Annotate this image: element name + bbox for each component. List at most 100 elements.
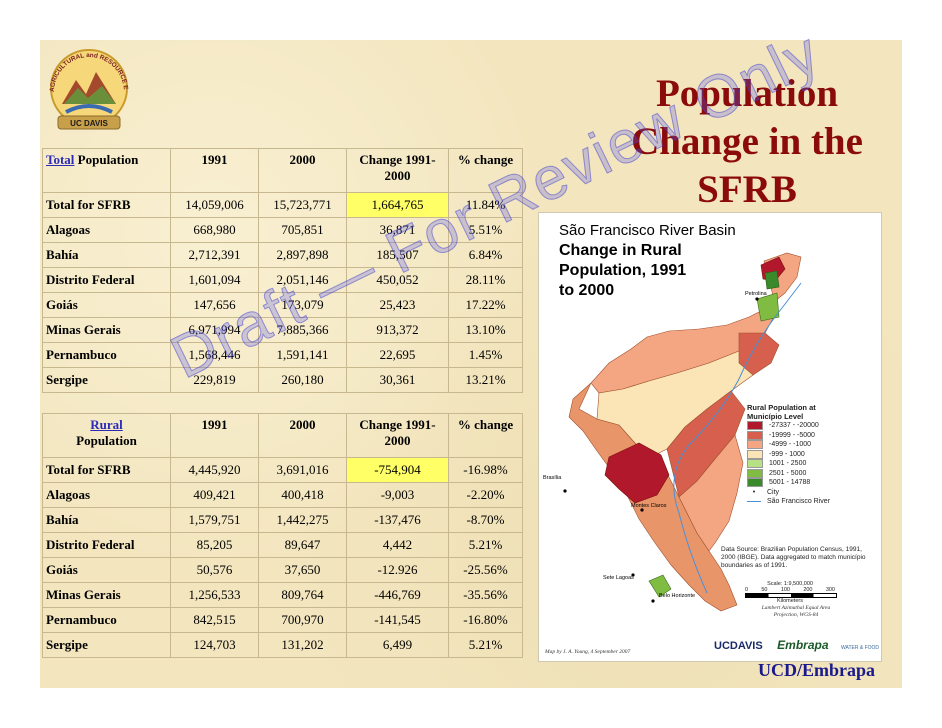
cell-2000: 809,764 — [258, 582, 347, 608]
col-header: 1991 — [170, 148, 259, 193]
cell-pct-change: 1.45% — [448, 342, 523, 368]
row-label: Bahía — [42, 507, 171, 533]
row-label: Total for SFRB — [42, 457, 171, 483]
legend-item: -999 - 1000 — [747, 449, 837, 460]
col-header: Change 1991-2000 — [346, 148, 449, 193]
row-label: Pernambuco — [42, 607, 171, 633]
legend-label: São Francisco River — [767, 498, 831, 506]
legend-item: -4999 - -1000 — [747, 440, 837, 450]
ucdavis-logo: UCDAVIS — [714, 640, 763, 652]
cell-pct-change: -16.80% — [448, 607, 523, 633]
basin-region-ne-green2 — [764, 270, 780, 290]
rural-population-map: São Francisco River Basin Change in Rura… — [538, 212, 882, 662]
table-row: Alagoas 668,980 705,851 36,871 5.51% — [42, 217, 523, 243]
row-label: Minas Gerais — [42, 317, 171, 343]
legend-label: 1001 - 2500 — [769, 460, 807, 468]
scale-tick: 0 — [745, 587, 749, 593]
row-label: Alagoas — [42, 217, 171, 243]
legend-swatch — [747, 459, 763, 469]
scale-tick: 100 — [780, 587, 790, 593]
row-label: Bahía — [42, 242, 171, 268]
city-label-sete-lagoas: Sete Lagoas — [603, 575, 634, 581]
city-label-petrolina: Petrolina — [745, 291, 767, 297]
cell-change: 450,052 — [346, 267, 449, 293]
cell-1991: 6,971,994 — [170, 317, 259, 343]
cell-pct-change: 6.84% — [448, 242, 523, 268]
legend-river-row: São Francisco River — [747, 497, 837, 507]
cell-1991: 14,059,006 — [170, 192, 259, 218]
row-label: Goiás — [42, 557, 171, 583]
cell-2000: 1,591,141 — [258, 342, 347, 368]
cell-change: 22,695 — [346, 342, 449, 368]
cell-change: 185,507 — [346, 242, 449, 268]
map-title-line: São Francisco River Basin — [559, 222, 736, 239]
rural-population-table: Rural Population 1991 2000 Change 1991-20… — [42, 413, 523, 658]
cell-pct-change: 28.11% — [448, 267, 523, 293]
slide-title: Population Change in the SFRB — [631, 72, 863, 211]
header-word-population: Population — [76, 433, 137, 448]
cell-change: 36,871 — [346, 217, 449, 243]
cell-pct-change: -8.70% — [448, 507, 523, 533]
cell-2000: 2,897,898 — [258, 242, 347, 268]
cell-change: 4,442 — [346, 532, 449, 558]
legend-label: City — [767, 488, 780, 496]
header-word-total: Total — [46, 152, 75, 167]
scale-ticks: 0 50 100 200 300 — [745, 587, 835, 593]
header-word-population: Population — [77, 152, 139, 167]
col-header: Change 1991-2000 — [346, 413, 449, 458]
footer-logos: UCDAVIS Embrapa WATER & FOOD — [714, 636, 879, 654]
legend-label: -27337 - -20000 — [769, 422, 819, 430]
cell-change: -137,476 — [346, 507, 449, 533]
cell-2000: 15,723,771 — [258, 192, 347, 218]
cell-change: -141,545 — [346, 607, 449, 633]
row-label: Alagoas — [42, 482, 171, 508]
scale-label: Scale: 1:9,500,000 — [767, 581, 813, 587]
row-label: Total for SFRB — [42, 192, 171, 218]
scale-tick: 50 — [761, 587, 768, 593]
cell-1991: 842,515 — [170, 607, 259, 633]
cell-pct-change: -25.56% — [448, 557, 523, 583]
table-row: Alagoas 409,421 400,418 -9,003 -2.20% — [42, 482, 523, 508]
cell-1991: 1,256,533 — [170, 582, 259, 608]
cell-1991: 1,601,094 — [170, 267, 259, 293]
legend-label: -4999 - -1000 — [769, 441, 812, 449]
legend-swatch — [747, 440, 763, 450]
city-label-brasilia: Brasília — [543, 475, 562, 481]
cell-change: 6,499 — [346, 632, 449, 658]
credit-footer: UCD/Embrapa — [758, 660, 876, 680]
cell-2000: 3,691,016 — [258, 457, 347, 483]
city-label-montes-claros: Montes Claros — [631, 503, 667, 509]
legend-item: 5001 - 14788 — [747, 478, 837, 488]
city-dot-icon: • — [752, 488, 756, 496]
cell-pct-change: 17.22% — [448, 292, 523, 318]
map-data-source: Data Source: Brazilian Population Census… — [721, 546, 866, 569]
cell-change: -12.926 — [346, 557, 449, 583]
cell-pct-change: 5.51% — [448, 217, 523, 243]
cell-pct-change: -16.98% — [448, 457, 523, 483]
cell-1991: 1,568,446 — [170, 342, 259, 368]
cell-2000: 400,418 — [258, 482, 347, 508]
cell-2000: 89,647 — [258, 532, 347, 558]
table-row: Total for SFRB 14,059,006 15,723,771 1,664,… — [42, 192, 523, 218]
cell-2000: 700,970 — [258, 607, 347, 633]
logo-ucdavis: UC DAVIS — [70, 119, 108, 128]
river-line-icon — [747, 501, 761, 503]
table-row: Minas Gerais 6,971,994 7,885,366 913,372 13.… — [42, 317, 523, 343]
cell-change: -754,904 — [346, 457, 449, 483]
map-title-line: to 2000 — [559, 282, 615, 299]
scale-tick: 200 — [803, 587, 813, 593]
legend-label: 2501 - 5000 — [769, 469, 807, 477]
basin-region-south-green — [648, 574, 672, 598]
legend-swatch — [747, 421, 763, 431]
col-header: % change — [448, 148, 523, 193]
table-row: Pernambuco 842,515 700,970 -141,545 -16.80% — [42, 607, 523, 633]
legend-swatch — [747, 478, 763, 488]
row-label: Distrito Federal — [42, 267, 171, 293]
row-label: Pernambuco — [42, 342, 171, 368]
table-row: Distrito Federal 1,601,094 2,051,146 450,05… — [42, 267, 523, 293]
cell-2000: 7,885,366 — [258, 317, 347, 343]
cell-pct-change: 11.84% — [448, 192, 523, 218]
table-row: Total for SFRB 4,445,920 3,691,016 -754,904… — [42, 457, 523, 483]
cell-1991: 409,421 — [170, 482, 259, 508]
cell-change: 1,664,765 — [346, 192, 449, 218]
